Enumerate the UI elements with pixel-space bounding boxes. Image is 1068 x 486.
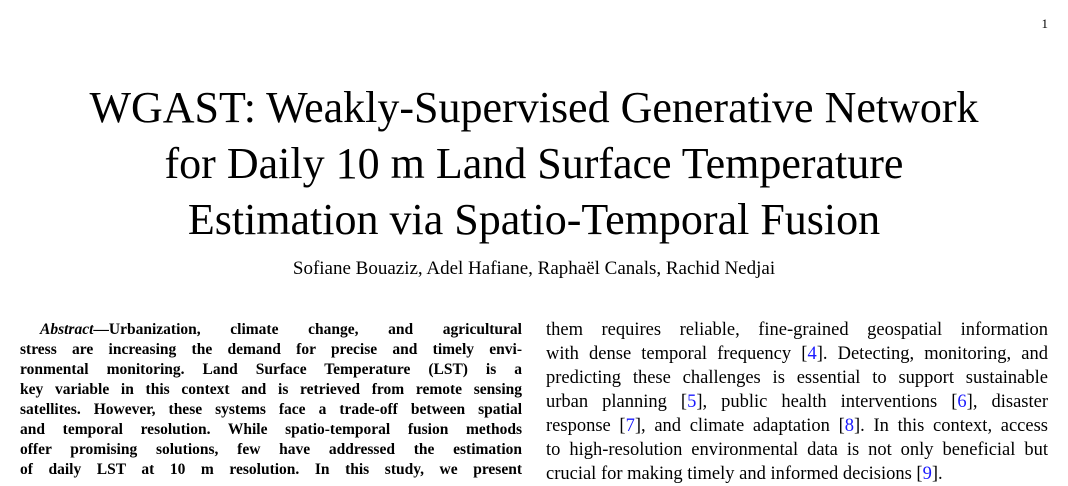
citation-link[interactable]: 8 — [844, 416, 854, 436]
body-text: ]. In this context, access — [854, 416, 1048, 436]
body-line: predicting these challenges is essential… — [546, 368, 1048, 388]
title-line-1: WGAST: Weakly-Supervised Generative Netw… — [89, 83, 979, 132]
citation-link[interactable]: 6 — [957, 392, 967, 412]
title-line-3: Estimation via Spatio-Temporal Fusion — [187, 195, 881, 244]
body-text: ], and climate adaptation [ — [634, 416, 845, 436]
abstract: Abstract—Urbanization, climate change, a… — [20, 320, 522, 480]
abstract-line: Abstract—Urbanization, climate change, a… — [20, 320, 522, 340]
citation-link[interactable]: 9 — [922, 464, 932, 484]
body-text: response [ — [546, 416, 626, 436]
body-text-column: them requires reliable, fine-grained geo… — [546, 318, 1048, 486]
body-text: urban planning [ — [546, 392, 688, 412]
abstract-line: ronmental monitoring. Land Surface Tempe… — [20, 361, 522, 378]
body-line: crucial for making timely and informed d… — [546, 462, 1048, 486]
body-text: ], disaster — [966, 392, 1048, 412]
body-line: response [7], and climate adaptation [8]… — [546, 414, 1048, 438]
abstract-line: key variable in this context and is retr… — [20, 381, 522, 398]
body-text: crucial for making timely and informed d… — [546, 464, 923, 484]
citation-link[interactable]: 5 — [687, 392, 697, 412]
body-line: to high-resolution environmental data is… — [546, 440, 1048, 460]
citation-link[interactable]: 7 — [625, 416, 635, 436]
body-line: them requires reliable, fine-grained geo… — [546, 320, 1048, 340]
body-text: ]. — [931, 464, 943, 484]
body-text: with dense temporal frequency [ — [546, 344, 808, 364]
abstract-label: Abstract — [40, 321, 94, 338]
abstract-text: —Urbanization, climate change, and agric… — [93, 321, 522, 338]
body-line: urban planning [5], public health interv… — [546, 390, 1048, 414]
author-list: Sofiane Bouaziz, Adel Hafiane, Raphaël C… — [292, 258, 776, 279]
abstract-line: and temporal resolution. While spatio-te… — [20, 421, 522, 438]
body-text: ]. Detecting, monitoring, and — [816, 344, 1048, 364]
abstract-line: satellites. However, these systems face … — [20, 401, 522, 418]
title-line-2: for Daily 10 m Land Surface Temperature — [164, 139, 904, 188]
citation-link[interactable]: 4 — [807, 344, 817, 364]
abstract-line: of daily LST at 10 m resolution. In this… — [20, 461, 522, 478]
paper-title: WGAST: Weakly-Supervised Generative Netw… — [0, 80, 1068, 248]
page-number: 1 — [1041, 16, 1049, 31]
body-line: with dense temporal frequency [4]. Detec… — [546, 342, 1048, 366]
body-text: ], public health interventions [ — [696, 392, 958, 412]
abstract-line: stress are increasing the demand for pre… — [20, 341, 522, 358]
abstract-line: offer promising solutions, few have addr… — [20, 441, 522, 458]
